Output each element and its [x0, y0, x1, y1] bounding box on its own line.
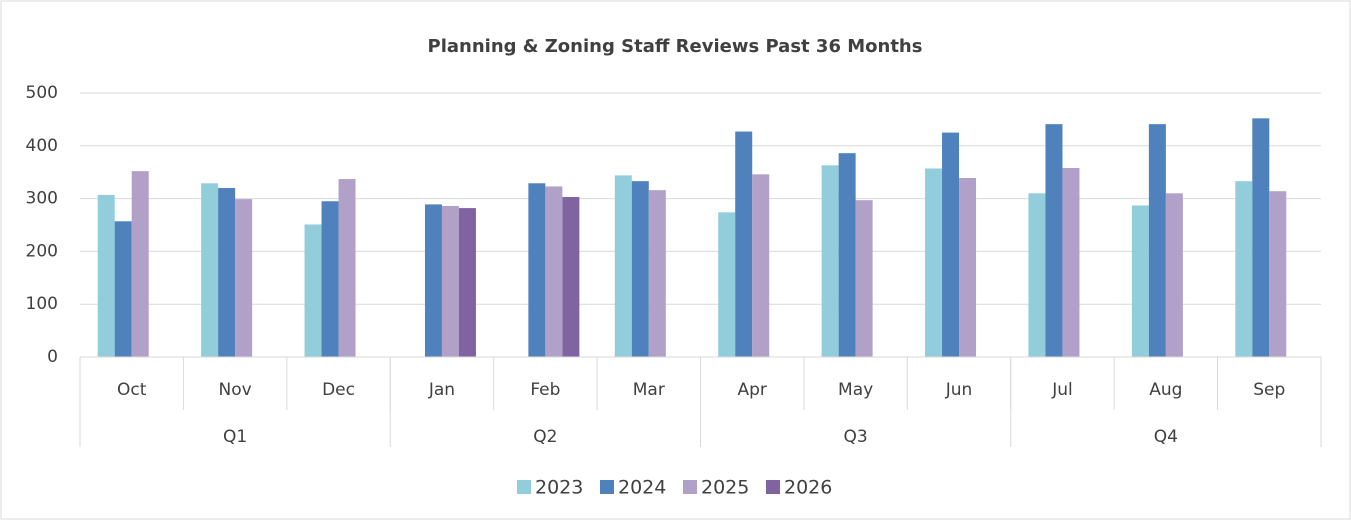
legend-label: 2025 [701, 477, 749, 499]
bar [1028, 193, 1046, 357]
bar [97, 194, 115, 357]
bar [735, 131, 753, 357]
bar [1269, 191, 1287, 357]
bar [925, 168, 943, 357]
bar [838, 153, 856, 357]
bar [201, 183, 219, 357]
bar [959, 178, 977, 357]
bar [545, 186, 563, 357]
legend-swatch [766, 480, 780, 494]
bar [528, 183, 546, 357]
x-tick-label: Jul [1051, 380, 1073, 400]
chart-title: Planning & Zoning Staff Reviews Past 36 … [428, 36, 923, 57]
group-label: Q4 [1154, 427, 1178, 447]
x-tick-label: Nov [219, 380, 252, 400]
x-tick-label: Oct [117, 380, 147, 400]
bar [424, 204, 442, 357]
legend-swatch [517, 480, 531, 494]
y-tick-label: 0 [47, 347, 58, 367]
bar [1148, 124, 1166, 357]
y-tick-label: 100 [26, 294, 58, 314]
x-tick-label: Apr [737, 380, 766, 400]
bar [614, 175, 632, 357]
group-label: Q2 [533, 427, 557, 447]
bar [458, 208, 476, 357]
x-tick-label: Sep [1253, 380, 1285, 400]
x-tick-label: Dec [322, 380, 355, 400]
bar [631, 181, 649, 357]
bar [1045, 124, 1063, 357]
x-tick-label: Mar [633, 380, 665, 400]
bar [338, 179, 356, 357]
y-tick-label: 500 [26, 83, 58, 103]
y-tick-label: 300 [26, 189, 58, 209]
bar [1165, 193, 1183, 357]
bar [321, 201, 339, 357]
group-label: Q3 [844, 427, 868, 447]
bar [821, 165, 839, 357]
bar [752, 174, 770, 357]
x-tick-label: May [838, 380, 873, 400]
bar [1131, 205, 1149, 357]
legend-label: 2023 [535, 477, 583, 499]
legend-swatch [683, 480, 697, 494]
x-tick-label: Jun [945, 380, 973, 400]
bar [942, 132, 960, 357]
bar [218, 188, 236, 357]
bar [304, 224, 322, 357]
y-tick-label: 400 [26, 136, 58, 156]
bar [1252, 118, 1270, 358]
bar [131, 171, 149, 357]
bar [441, 205, 459, 357]
x-tick-label: Feb [530, 380, 560, 400]
bar [114, 221, 132, 357]
bar [718, 212, 736, 357]
y-tick-label: 200 [26, 241, 58, 261]
bar [855, 200, 873, 357]
x-tick-label: Jan [428, 380, 455, 400]
bar [235, 199, 253, 357]
legend-label: 2024 [618, 477, 666, 499]
legend-label: 2026 [784, 477, 832, 499]
bar [562, 197, 580, 357]
bar [648, 190, 666, 357]
legend-swatch [600, 480, 614, 494]
bar [1235, 181, 1253, 357]
group-label: Q1 [223, 427, 247, 447]
bar [1062, 167, 1080, 357]
x-tick-label: Aug [1149, 380, 1182, 400]
